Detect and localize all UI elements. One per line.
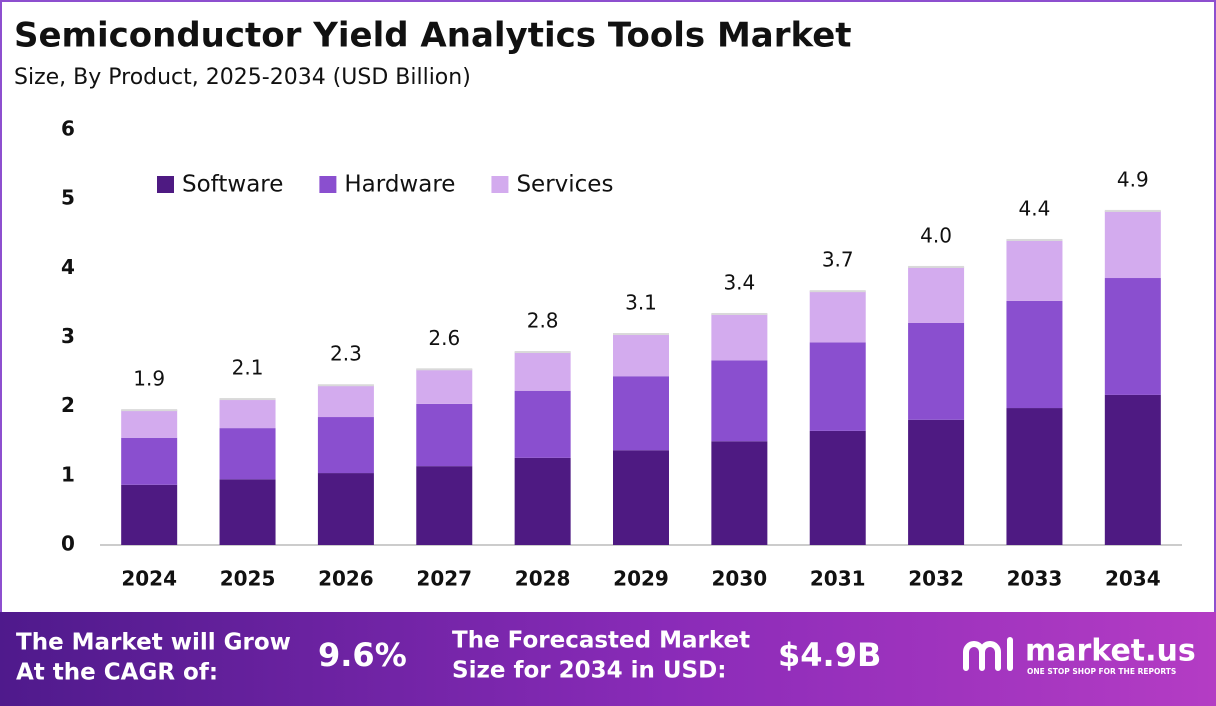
bar-segment <box>416 369 473 404</box>
bar-segment <box>613 334 669 377</box>
y-tick-label: 1 <box>61 462 75 486</box>
logo-icon <box>963 637 1013 671</box>
bar-segment <box>219 428 276 480</box>
x-tick-label: 2024 <box>121 567 177 591</box>
bar-segment <box>613 376 669 451</box>
forecast-label: Size for 2034 in USD: <box>452 658 726 684</box>
total-label: 4.9 <box>1117 167 1149 191</box>
y-tick-label: 0 <box>61 532 75 556</box>
total-label: 1.9 <box>133 367 165 391</box>
legend-label: Services <box>516 172 613 198</box>
total-label: 2.1 <box>232 356 264 380</box>
bar-segment <box>514 390 571 458</box>
bar-segment <box>1104 210 1161 279</box>
bar-segment <box>121 484 178 545</box>
total-label: 2.6 <box>428 326 460 350</box>
total-label: 2.8 <box>527 309 559 333</box>
y-tick-label: 4 <box>61 255 75 279</box>
total-label: 3.1 <box>625 291 657 315</box>
y-tick-label: 5 <box>61 186 75 210</box>
bar-segment <box>121 410 178 438</box>
bar-segment <box>908 322 965 420</box>
bar-segment <box>613 450 669 545</box>
bar-cap <box>1006 238 1063 241</box>
bar-cap <box>711 312 768 315</box>
y-tick-label: 2 <box>61 393 75 417</box>
x-tick-label: 2031 <box>810 567 866 591</box>
bar-cap <box>809 290 866 293</box>
legend-swatch <box>157 176 174 193</box>
bar-segment <box>711 360 768 442</box>
bar-cap <box>613 333 669 336</box>
bar-segment <box>317 417 374 474</box>
bar-segment <box>416 403 473 467</box>
bar-segment <box>514 457 571 545</box>
bar-segment <box>219 399 276 429</box>
bar-segment <box>908 419 965 545</box>
chart-title: Semiconductor Yield Analytics Tools Mark… <box>14 16 852 56</box>
x-tick-label: 2032 <box>908 567 964 591</box>
bar-cap <box>1104 209 1161 212</box>
bar-segment <box>711 441 768 545</box>
bar-segment <box>908 266 965 323</box>
legend-label: Software <box>182 172 283 198</box>
bar-cap <box>317 384 374 387</box>
bar-segment <box>1104 394 1161 545</box>
bar-segment <box>121 437 178 485</box>
bar-cap <box>514 351 571 354</box>
bar-segment <box>809 291 866 343</box>
x-tick-label: 2030 <box>712 567 768 591</box>
bar-cap <box>219 398 276 401</box>
bar-segment <box>809 342 866 431</box>
y-tick-label: 3 <box>61 324 75 348</box>
bar-cap <box>121 409 178 412</box>
x-tick-label: 2034 <box>1105 567 1161 591</box>
total-label: 3.4 <box>723 270 755 294</box>
bar-segment <box>809 430 866 545</box>
total-label: 3.7 <box>822 248 854 272</box>
legend-label: Hardware <box>344 172 455 198</box>
cagr-label: The Market will Grow <box>16 630 291 656</box>
bar-segment <box>317 473 374 545</box>
y-tick-label: 6 <box>61 117 75 141</box>
x-tick-label: 2033 <box>1007 567 1063 591</box>
bar-segment <box>219 479 276 545</box>
logo-text: market.us <box>1025 634 1196 669</box>
cagr-value: 9.6% <box>318 636 407 674</box>
bar-segment <box>416 466 473 545</box>
total-label: 4.0 <box>920 223 952 247</box>
total-label: 2.3 <box>330 342 362 366</box>
bar-segment <box>317 385 374 418</box>
bar-segment <box>1006 239 1063 301</box>
total-label: 4.4 <box>1019 196 1051 220</box>
cagr-label: At the CAGR of: <box>16 660 218 686</box>
x-tick-label: 2027 <box>416 567 472 591</box>
bar-segment <box>514 352 571 391</box>
forecast-value: $4.9B <box>778 636 881 674</box>
footer-band <box>0 612 1216 706</box>
logo-tagline: ONE STOP SHOP FOR THE REPORTS <box>1027 667 1176 676</box>
forecast-label: The Forecasted Market <box>452 628 750 654</box>
x-tick-label: 2028 <box>515 567 571 591</box>
chart-subtitle: Size, By Product, 2025-2034 (USD Billion… <box>14 65 471 90</box>
x-tick-label: 2025 <box>220 567 276 591</box>
bar-cap <box>416 368 473 371</box>
bar-segment <box>1104 278 1161 395</box>
bar-cap <box>908 265 965 268</box>
bar-segment <box>1006 408 1063 545</box>
legend-swatch <box>319 176 337 193</box>
legend-swatch <box>491 176 509 193</box>
x-tick-label: 2029 <box>613 567 669 591</box>
bar-segment <box>711 313 768 361</box>
x-tick-label: 2026 <box>318 567 374 591</box>
bar-segment <box>1006 300 1063 409</box>
